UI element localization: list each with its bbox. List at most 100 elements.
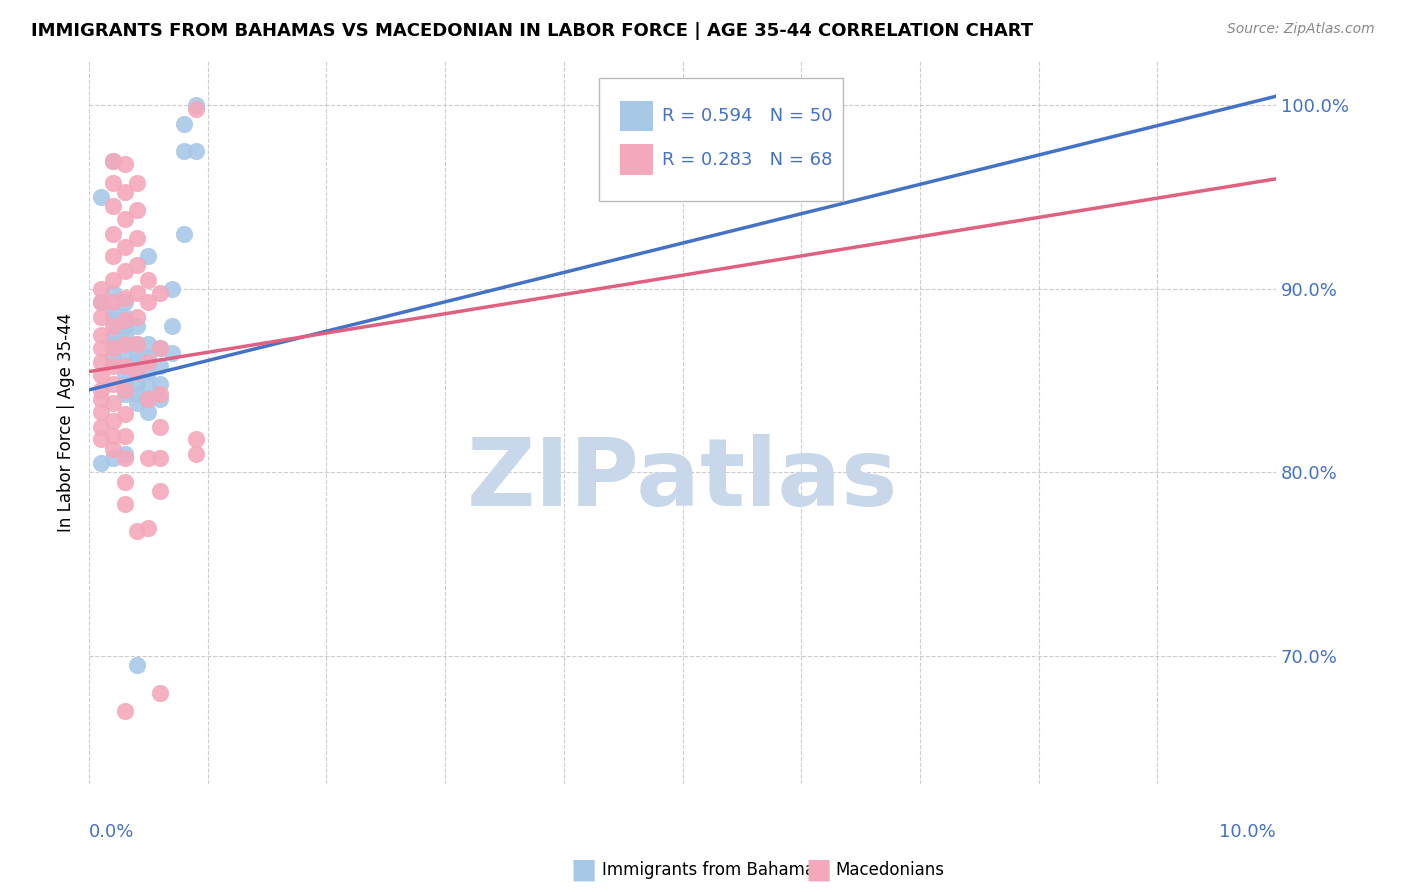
Text: Source: ZipAtlas.com: Source: ZipAtlas.com xyxy=(1227,22,1375,37)
Point xyxy=(149,377,172,392)
Point xyxy=(114,350,136,364)
Point xyxy=(114,313,136,327)
Point xyxy=(101,199,124,213)
Point xyxy=(138,392,160,406)
Point xyxy=(101,304,124,318)
Point xyxy=(90,294,112,309)
Point xyxy=(149,285,172,300)
Text: Immigrants from Bahamas: Immigrants from Bahamas xyxy=(602,861,824,879)
Point xyxy=(101,273,124,287)
Point xyxy=(173,117,195,131)
Point xyxy=(101,359,124,373)
Point xyxy=(138,377,160,392)
Text: Macedonians: Macedonians xyxy=(835,861,945,879)
Point xyxy=(114,359,136,373)
Point xyxy=(149,386,172,401)
Point xyxy=(173,145,195,159)
Point xyxy=(101,337,124,351)
Point xyxy=(101,153,124,168)
Point xyxy=(101,313,124,327)
Point xyxy=(138,273,160,287)
Point xyxy=(114,294,136,309)
Point xyxy=(125,318,148,333)
Point xyxy=(173,227,195,241)
Point xyxy=(138,405,160,419)
Point xyxy=(101,350,124,364)
Point xyxy=(101,429,124,443)
Point xyxy=(125,396,148,410)
Point xyxy=(184,102,207,116)
Point xyxy=(90,327,112,342)
Point xyxy=(101,285,124,300)
Point xyxy=(90,383,112,397)
Point xyxy=(114,359,136,373)
Point xyxy=(114,212,136,227)
Point xyxy=(101,327,124,342)
Point xyxy=(114,157,136,171)
Point xyxy=(114,704,136,718)
Point xyxy=(138,392,160,406)
FancyBboxPatch shape xyxy=(599,78,842,201)
Point xyxy=(114,447,136,461)
Point xyxy=(90,282,112,296)
Point xyxy=(125,176,148,190)
Point xyxy=(90,433,112,447)
Point xyxy=(101,450,124,465)
Text: 10.0%: 10.0% xyxy=(1219,823,1277,841)
Point xyxy=(101,227,124,241)
Point xyxy=(114,337,136,351)
Point xyxy=(114,475,136,489)
Point xyxy=(125,365,148,379)
Point xyxy=(125,658,148,673)
Point xyxy=(125,355,148,369)
Point xyxy=(114,327,136,342)
Point xyxy=(114,263,136,277)
Point xyxy=(114,429,136,443)
Point xyxy=(101,341,124,355)
Point xyxy=(125,524,148,539)
Point xyxy=(114,337,136,351)
Text: R = 0.594   N = 50: R = 0.594 N = 50 xyxy=(662,107,832,125)
Point xyxy=(101,396,124,410)
Point xyxy=(160,346,183,360)
Text: R = 0.283   N = 68: R = 0.283 N = 68 xyxy=(662,151,832,169)
Point xyxy=(101,176,124,190)
Point xyxy=(114,368,136,383)
Point xyxy=(125,386,148,401)
Text: ZIPatlas: ZIPatlas xyxy=(467,434,898,526)
Bar xyxy=(620,145,652,175)
Point xyxy=(184,447,207,461)
Point xyxy=(90,392,112,406)
Point xyxy=(149,483,172,498)
Point xyxy=(138,337,160,351)
Point xyxy=(125,258,148,272)
Point xyxy=(101,377,124,392)
Point xyxy=(138,365,160,379)
Point xyxy=(101,249,124,263)
Text: ■: ■ xyxy=(571,855,596,884)
Point xyxy=(101,318,124,333)
Point xyxy=(114,185,136,199)
Point xyxy=(184,145,207,159)
Point xyxy=(125,337,148,351)
Point xyxy=(184,433,207,447)
Point xyxy=(138,249,160,263)
Point xyxy=(114,377,136,392)
Point xyxy=(114,310,136,324)
Point xyxy=(114,383,136,397)
Point xyxy=(125,203,148,218)
Bar xyxy=(620,101,652,131)
Point xyxy=(138,350,160,364)
Text: IMMIGRANTS FROM BAHAMAS VS MACEDONIAN IN LABOR FORCE | AGE 35-44 CORRELATION CHA: IMMIGRANTS FROM BAHAMAS VS MACEDONIAN IN… xyxy=(31,22,1033,40)
Point xyxy=(138,520,160,534)
Point xyxy=(114,240,136,254)
Point xyxy=(125,377,148,392)
Point xyxy=(101,442,124,456)
Point xyxy=(160,282,183,296)
Y-axis label: In Labor Force | Age 35-44: In Labor Force | Age 35-44 xyxy=(58,312,75,532)
Point xyxy=(149,359,172,373)
Point xyxy=(149,341,172,355)
Point xyxy=(90,419,112,434)
Point xyxy=(125,310,148,324)
Point xyxy=(149,341,172,355)
